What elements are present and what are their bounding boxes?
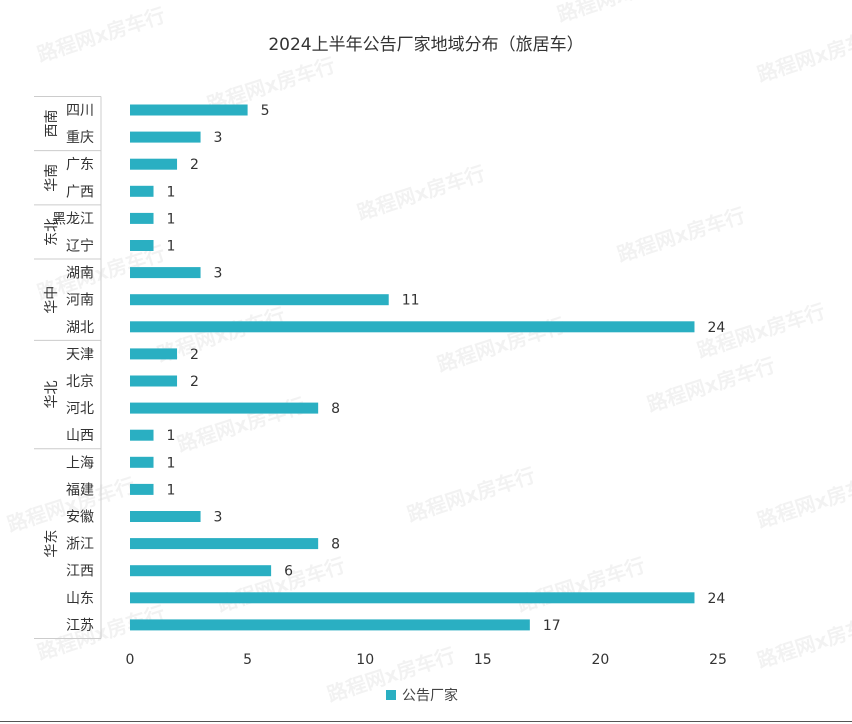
watermark-text: 路程网x房车行 [614,203,748,267]
x-tick-label: 10 [356,652,374,668]
data-label: 2 [190,347,199,363]
category-label: 湖南 [66,266,94,282]
category-label: 黑龙江 [52,211,94,227]
watermark-text: 路程网x房车行 [754,609,852,673]
data-label: 17 [543,618,561,634]
data-label: 2 [190,374,199,390]
data-label: 1 [167,239,176,255]
legend[interactable]: 公告厂家 [386,687,458,704]
x-tick-label: 5 [243,652,252,668]
bottom-divider [0,721,852,722]
bar [130,158,178,170]
category-label: 河南 [66,293,94,309]
data-label: 6 [284,564,293,580]
category-label: 四川 [66,103,94,119]
data-label: 1 [167,482,176,498]
category-label: 北京 [66,374,94,390]
category-label: 江西 [66,564,94,580]
data-label: 2 [190,157,199,173]
data-label: 8 [331,537,340,553]
bar [130,456,154,468]
category-label: 山东 [66,591,94,607]
data-label: 3 [214,130,223,146]
legend-swatch [386,690,396,700]
data-label: 3 [214,510,223,526]
bar [130,131,201,143]
watermark-text: 路程网x房车行 [644,353,778,417]
x-tick-label: 15 [474,652,492,668]
category-label: 山西 [66,428,94,444]
x-tick-label: 0 [126,652,135,668]
bar [130,212,154,224]
data-label: 8 [331,401,340,417]
watermark-text: 路程网x房车行 [354,161,488,225]
category-label: 河北 [66,401,94,417]
data-label: 11 [402,293,420,309]
category-label: 上海 [66,455,94,471]
watermark-text: 路程网x房车行 [34,3,168,67]
bar [130,321,695,333]
category-label: 天津 [66,347,94,363]
data-label: 24 [707,320,725,336]
category-label: 湖北 [66,320,94,336]
category-label: 安徽 [66,510,94,526]
data-label: 1 [167,211,176,227]
data-label: 3 [214,266,223,282]
watermark-text: 路程网x房车行 [174,393,308,457]
category-label: 广西 [66,184,94,200]
bar [130,402,319,414]
bar [130,483,154,495]
bar [130,511,201,522]
chart-title: 2024上半年公告厂家地域分布（旅居车） [268,35,583,55]
bar [130,565,272,577]
bar [130,592,695,604]
bar [130,619,530,631]
region-label: 华中 [44,286,60,314]
data-label: 1 [167,455,176,471]
category-label: 广东 [66,157,94,173]
data-label: 5 [261,103,270,119]
region-label: 东北 [44,218,60,246]
data-label: 1 [167,428,176,444]
watermark-text: 路程网x房车行 [554,0,688,27]
watermark-text: 路程网x房车行 [754,469,852,533]
category-label: 辽宁 [66,238,94,255]
bar [130,375,178,387]
bar [130,348,178,360]
bar [130,240,154,251]
bar [130,267,201,279]
bar [130,104,248,116]
category-label: 浙江 [66,537,94,553]
region-label: 华东 [44,530,60,558]
bar [130,429,154,441]
bar [130,538,319,550]
category-label: 江苏 [66,618,94,634]
bar [130,185,154,197]
data-label: 1 [167,184,176,200]
watermark-text: 路程网x房车行 [514,553,648,617]
legend-label: 公告厂家 [402,687,458,704]
watermark-text: 路程网x房车行 [404,463,538,527]
data-label: 24 [707,591,725,607]
region-label: 华南 [44,164,60,192]
region-label: 华北 [44,381,60,409]
watermark-text: 路程网x房车行 [754,23,852,87]
category-label: 福建 [66,482,94,498]
bar [130,294,389,306]
region-label: 西南 [44,110,60,138]
watermark-text: 路程网x房车行 [214,553,348,617]
x-tick-label: 20 [591,652,609,668]
x-tick-label: 25 [709,652,727,668]
category-label: 重庆 [66,130,94,146]
